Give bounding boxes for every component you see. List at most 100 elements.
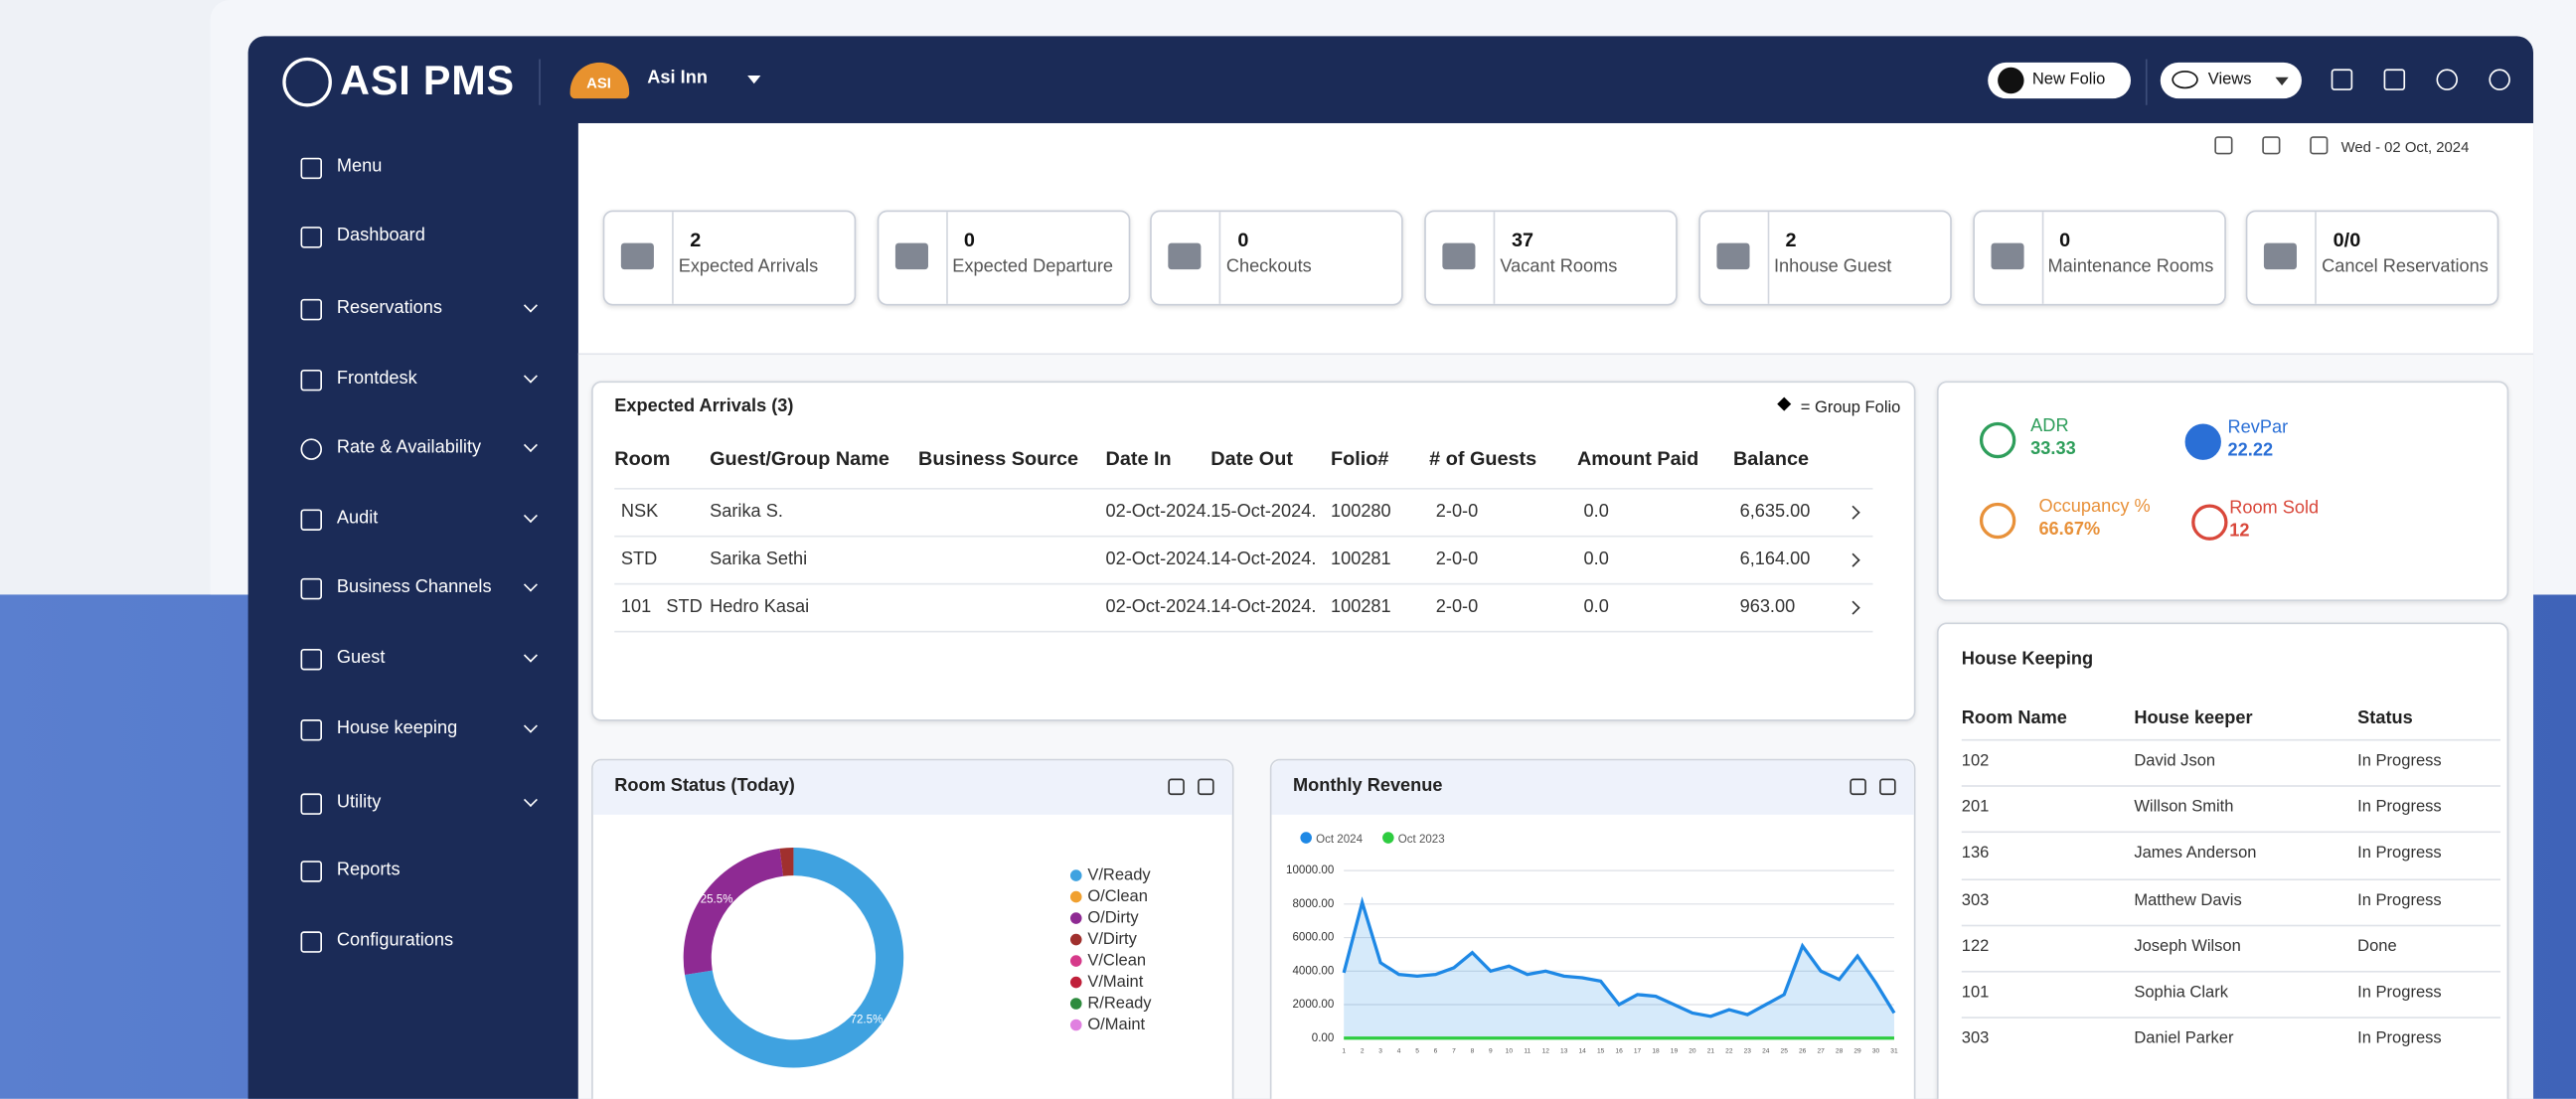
x-tick-label: 21 [1707,1048,1715,1055]
header-divider [539,59,541,105]
table-cell: Joseph Wilson [2134,937,2241,956]
stat-value: 0 [1237,228,1249,251]
sidebar-item[interactable]: Rate & Availability [336,437,482,458]
new-folio-label: New Folio [2031,71,2106,89]
x-tick-label: 4 [1397,1048,1401,1055]
kpi-icon [2191,504,2228,541]
table-cell: In Progress [2357,845,2442,864]
icon [300,509,322,531]
icon [300,861,322,882]
icon[interactable] [1168,778,1185,796]
table-cell: 100281 [1330,549,1391,569]
data-label: 25.5% [701,894,733,906]
x-tick-label: 25 [1781,1048,1789,1055]
x-tick-label: 24 [1762,1048,1770,1055]
stat-icon [620,242,654,270]
row-divider [1961,924,2500,926]
legend-label: O/Clean [1087,886,1148,905]
icon[interactable] [1850,778,1866,796]
stat-label: Vacant Rooms [1500,256,1618,277]
stat-value: 2 [1785,228,1797,251]
table-cell: 02-Oct-2024. [1105,502,1211,522]
table-cell: Matthew Davis [2134,890,2242,910]
row-divider [1961,1017,2500,1020]
sidebar-item[interactable]: Guest [336,648,386,668]
column-header: Date In [1105,446,1172,470]
sidebar-item[interactable]: Business Channels [336,577,492,597]
header-divider [2145,59,2148,105]
legend-swatch [1069,869,1082,881]
sidebar-item[interactable]: Audit [336,508,379,529]
legend-label: V/Dirty [1087,929,1137,948]
column-header: Guest/Group Name [710,446,889,470]
row-divider [614,535,1873,538]
sidebar-item[interactable]: Menu [336,156,383,177]
icon [300,719,322,741]
plus-icon [1998,67,2024,94]
icon [300,793,322,815]
icon[interactable] [2383,69,2406,90]
icon[interactable] [1198,778,1214,796]
icon [300,931,322,953]
legend-label: O/Maint [1087,1015,1145,1033]
icon[interactable] [2436,69,2458,90]
sidebar-item[interactable]: Frontdesk [336,369,417,389]
dropdown-caret[interactable] [747,76,761,84]
stat-icon [1716,242,1750,270]
panel-title: Expected Arrivals (3) [614,396,794,417]
sidebar-item[interactable]: Dashboard [336,226,425,246]
x-tick-label: 29 [1853,1048,1861,1055]
table-cell: In Progress [2357,1029,2442,1048]
icon [300,438,322,460]
table-cell: In Progress [2357,890,2442,910]
x-tick-label: 1 [1342,1048,1346,1055]
stat-value: 0 [2059,228,2071,251]
icon[interactable] [1879,778,1896,796]
column-header: Status [2357,708,2413,729]
table-cell: Sarika S. [710,502,783,522]
x-tick-label: 3 [1378,1048,1382,1055]
legend-label: V/Maint [1087,972,1143,991]
table-cell: 6,635.00 [1739,502,1811,522]
legend-swatch [1382,832,1394,844]
column-header: Room [614,446,671,470]
stat-icon [1442,242,1476,270]
column-header: Amount Paid [1576,446,1699,470]
stat-icon [1168,242,1203,270]
row-divider [1961,738,2500,741]
legend-label: R/Ready [1087,993,1152,1012]
chart-title: Monthly Revenue [1292,776,1443,796]
card-divider [945,212,948,304]
kpi-icon [2184,423,2221,460]
sidebar-item[interactable]: House keeping [336,718,458,739]
table-cell: 2-0-0 [1435,549,1479,569]
stat-card[interactable] [1697,210,1952,306]
icon[interactable] [2331,69,2353,90]
x-tick-label: 7 [1452,1048,1456,1055]
column-header: House keeper [2134,708,2253,729]
kpi-value: 66.67% [2038,520,2101,541]
legend-label: Oct 2024 [1316,834,1363,846]
stat-value: 37 [1511,228,1534,251]
x-tick-label: 18 [1652,1048,1660,1055]
column-header: # of Guests [1429,446,1537,470]
x-tick-label: 12 [1542,1048,1550,1055]
eye-icon [2172,71,2198,89]
stat-label: Inhouse Guest [1773,256,1892,277]
x-tick-label: 30 [1872,1048,1880,1055]
chart-title: Room Status (Today) [614,776,795,796]
table-cell: Sophia Clark [2134,984,2228,1003]
sidebar-item[interactable]: Configurations [336,930,454,951]
donut-segment [683,848,784,976]
table-cell: 02-Oct-2024. [1105,596,1211,617]
sidebar-item[interactable]: Utility [336,792,382,813]
table-cell: In Progress [2357,752,2442,771]
kpi-value: 33.33 [2030,439,2076,460]
x-tick-label: 23 [1744,1048,1752,1055]
legend-swatch [1069,976,1082,989]
icon[interactable] [2489,69,2510,90]
table-cell: 6,164.00 [1739,549,1811,569]
hotel-name[interactable]: Asi Inn [647,68,708,88]
sidebar-item[interactable]: Reservations [336,298,443,318]
sidebar-item[interactable]: Reports [336,860,401,880]
